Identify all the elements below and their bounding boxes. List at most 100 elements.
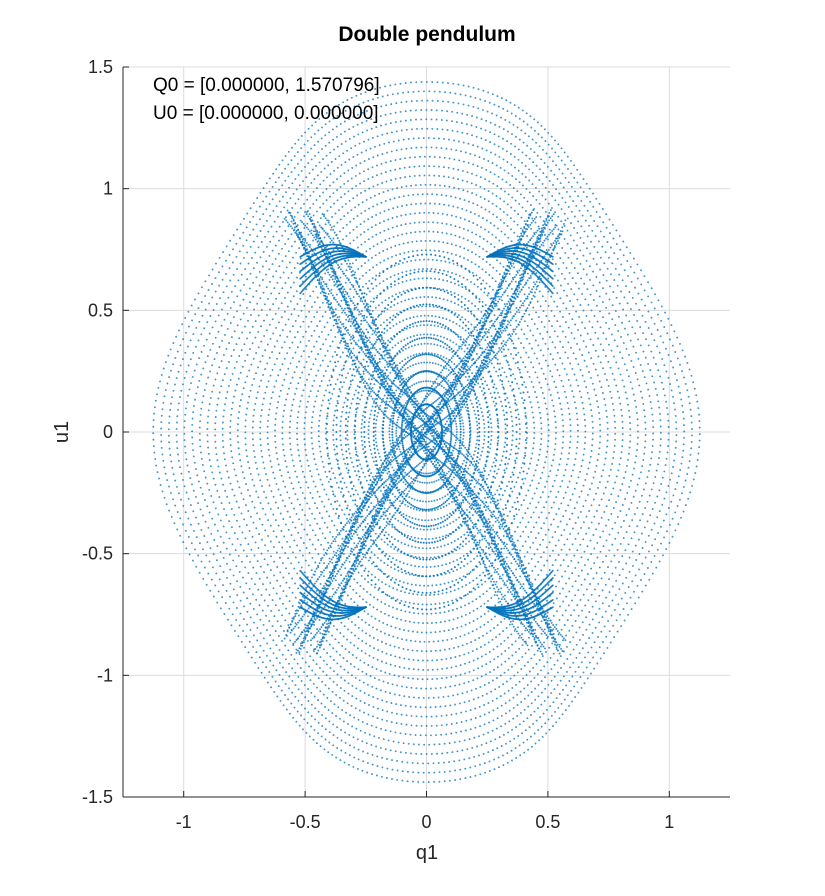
data-point: [300, 523, 303, 526]
data-point: [557, 228, 560, 231]
data-point: [514, 178, 517, 181]
data-point: [498, 577, 501, 580]
data-point: [390, 478, 393, 481]
data-point: [354, 174, 357, 177]
data-point: [349, 508, 352, 511]
data-point: [526, 272, 529, 275]
data-point: [279, 494, 282, 497]
data-point: [622, 520, 625, 522]
data-point: [416, 649, 419, 652]
data-point: [405, 147, 408, 150]
data-point: [397, 342, 400, 345]
data-point: [403, 404, 406, 407]
data-point: [404, 483, 407, 486]
data-point: [505, 375, 508, 378]
data-point: [559, 357, 562, 360]
data-point: [281, 329, 284, 332]
data-point: [605, 539, 608, 542]
data-point: [541, 392, 544, 394]
data-point: [294, 320, 297, 322]
data-point: [606, 439, 609, 442]
data-point: [309, 524, 312, 527]
data-point: [222, 483, 225, 486]
data-point: [309, 470, 312, 472]
data-point: [381, 301, 384, 304]
data-point: [601, 301, 604, 304]
data-point: [628, 409, 630, 412]
data-point: [545, 407, 548, 410]
data-point: [551, 485, 554, 488]
data-point: [411, 630, 414, 633]
data-point: [544, 378, 547, 380]
data-point: [590, 357, 593, 360]
data-point: [311, 416, 314, 419]
data-point: [266, 563, 269, 566]
data-point: [579, 262, 582, 265]
data-point: [450, 214, 453, 217]
data-point: [351, 262, 354, 265]
data-point: [504, 427, 507, 430]
data-point: [498, 485, 501, 487]
data-point: [380, 600, 383, 603]
data-point: [234, 474, 237, 477]
data-point: [463, 247, 466, 250]
data-point: [562, 316, 564, 318]
data-point: [349, 641, 352, 644]
data-point: [576, 298, 579, 301]
data-point: [550, 242, 552, 245]
data-point: [484, 580, 487, 583]
data-point: [401, 370, 404, 373]
data-point: [361, 418, 364, 421]
data-point: [571, 390, 574, 393]
data-point: [502, 340, 505, 343]
data-point: [482, 593, 485, 595]
data-point: [429, 183, 432, 186]
data-point: [516, 626, 519, 629]
data-point: [522, 677, 525, 680]
data-point: [322, 548, 325, 551]
data-point: [374, 437, 377, 440]
data-point: [558, 619, 561, 621]
data-point: [643, 409, 646, 412]
data-point: [343, 689, 346, 692]
data-point: [323, 488, 326, 491]
data-point: [566, 486, 569, 489]
data-point: [216, 489, 219, 492]
data-point: [251, 535, 254, 538]
data-point: [442, 288, 445, 291]
data-point: [266, 425, 269, 428]
data-point: [464, 151, 467, 154]
data-point: [553, 410, 556, 413]
data-point: [310, 475, 313, 478]
data-point: [514, 662, 517, 665]
data-point: [475, 628, 478, 631]
data-point: [422, 380, 425, 383]
data-point: [272, 587, 275, 590]
data-point: [627, 458, 629, 461]
data-point: [367, 178, 370, 180]
data-point: [431, 471, 434, 474]
data-point: [578, 348, 581, 351]
data-point: [557, 469, 559, 471]
data-point: [296, 331, 299, 333]
data-point: [414, 546, 417, 549]
data-point: [522, 583, 525, 586]
data-point: [296, 443, 299, 446]
data-point: [281, 499, 284, 502]
data-point: [429, 239, 431, 242]
data-point: [469, 152, 472, 155]
data-point: [275, 297, 278, 300]
data-point: [444, 495, 447, 498]
data-point: [631, 387, 634, 390]
data-point: [447, 610, 450, 613]
data-point: [561, 247, 564, 249]
data-point: [525, 494, 528, 497]
data-point: [309, 295, 312, 298]
data-point: [269, 402, 272, 405]
data-point: [482, 549, 485, 552]
data-point: [333, 225, 336, 228]
data-point: [332, 387, 335, 390]
data-point: [339, 653, 341, 656]
data-point: [334, 212, 337, 215]
data-point: [536, 548, 539, 551]
